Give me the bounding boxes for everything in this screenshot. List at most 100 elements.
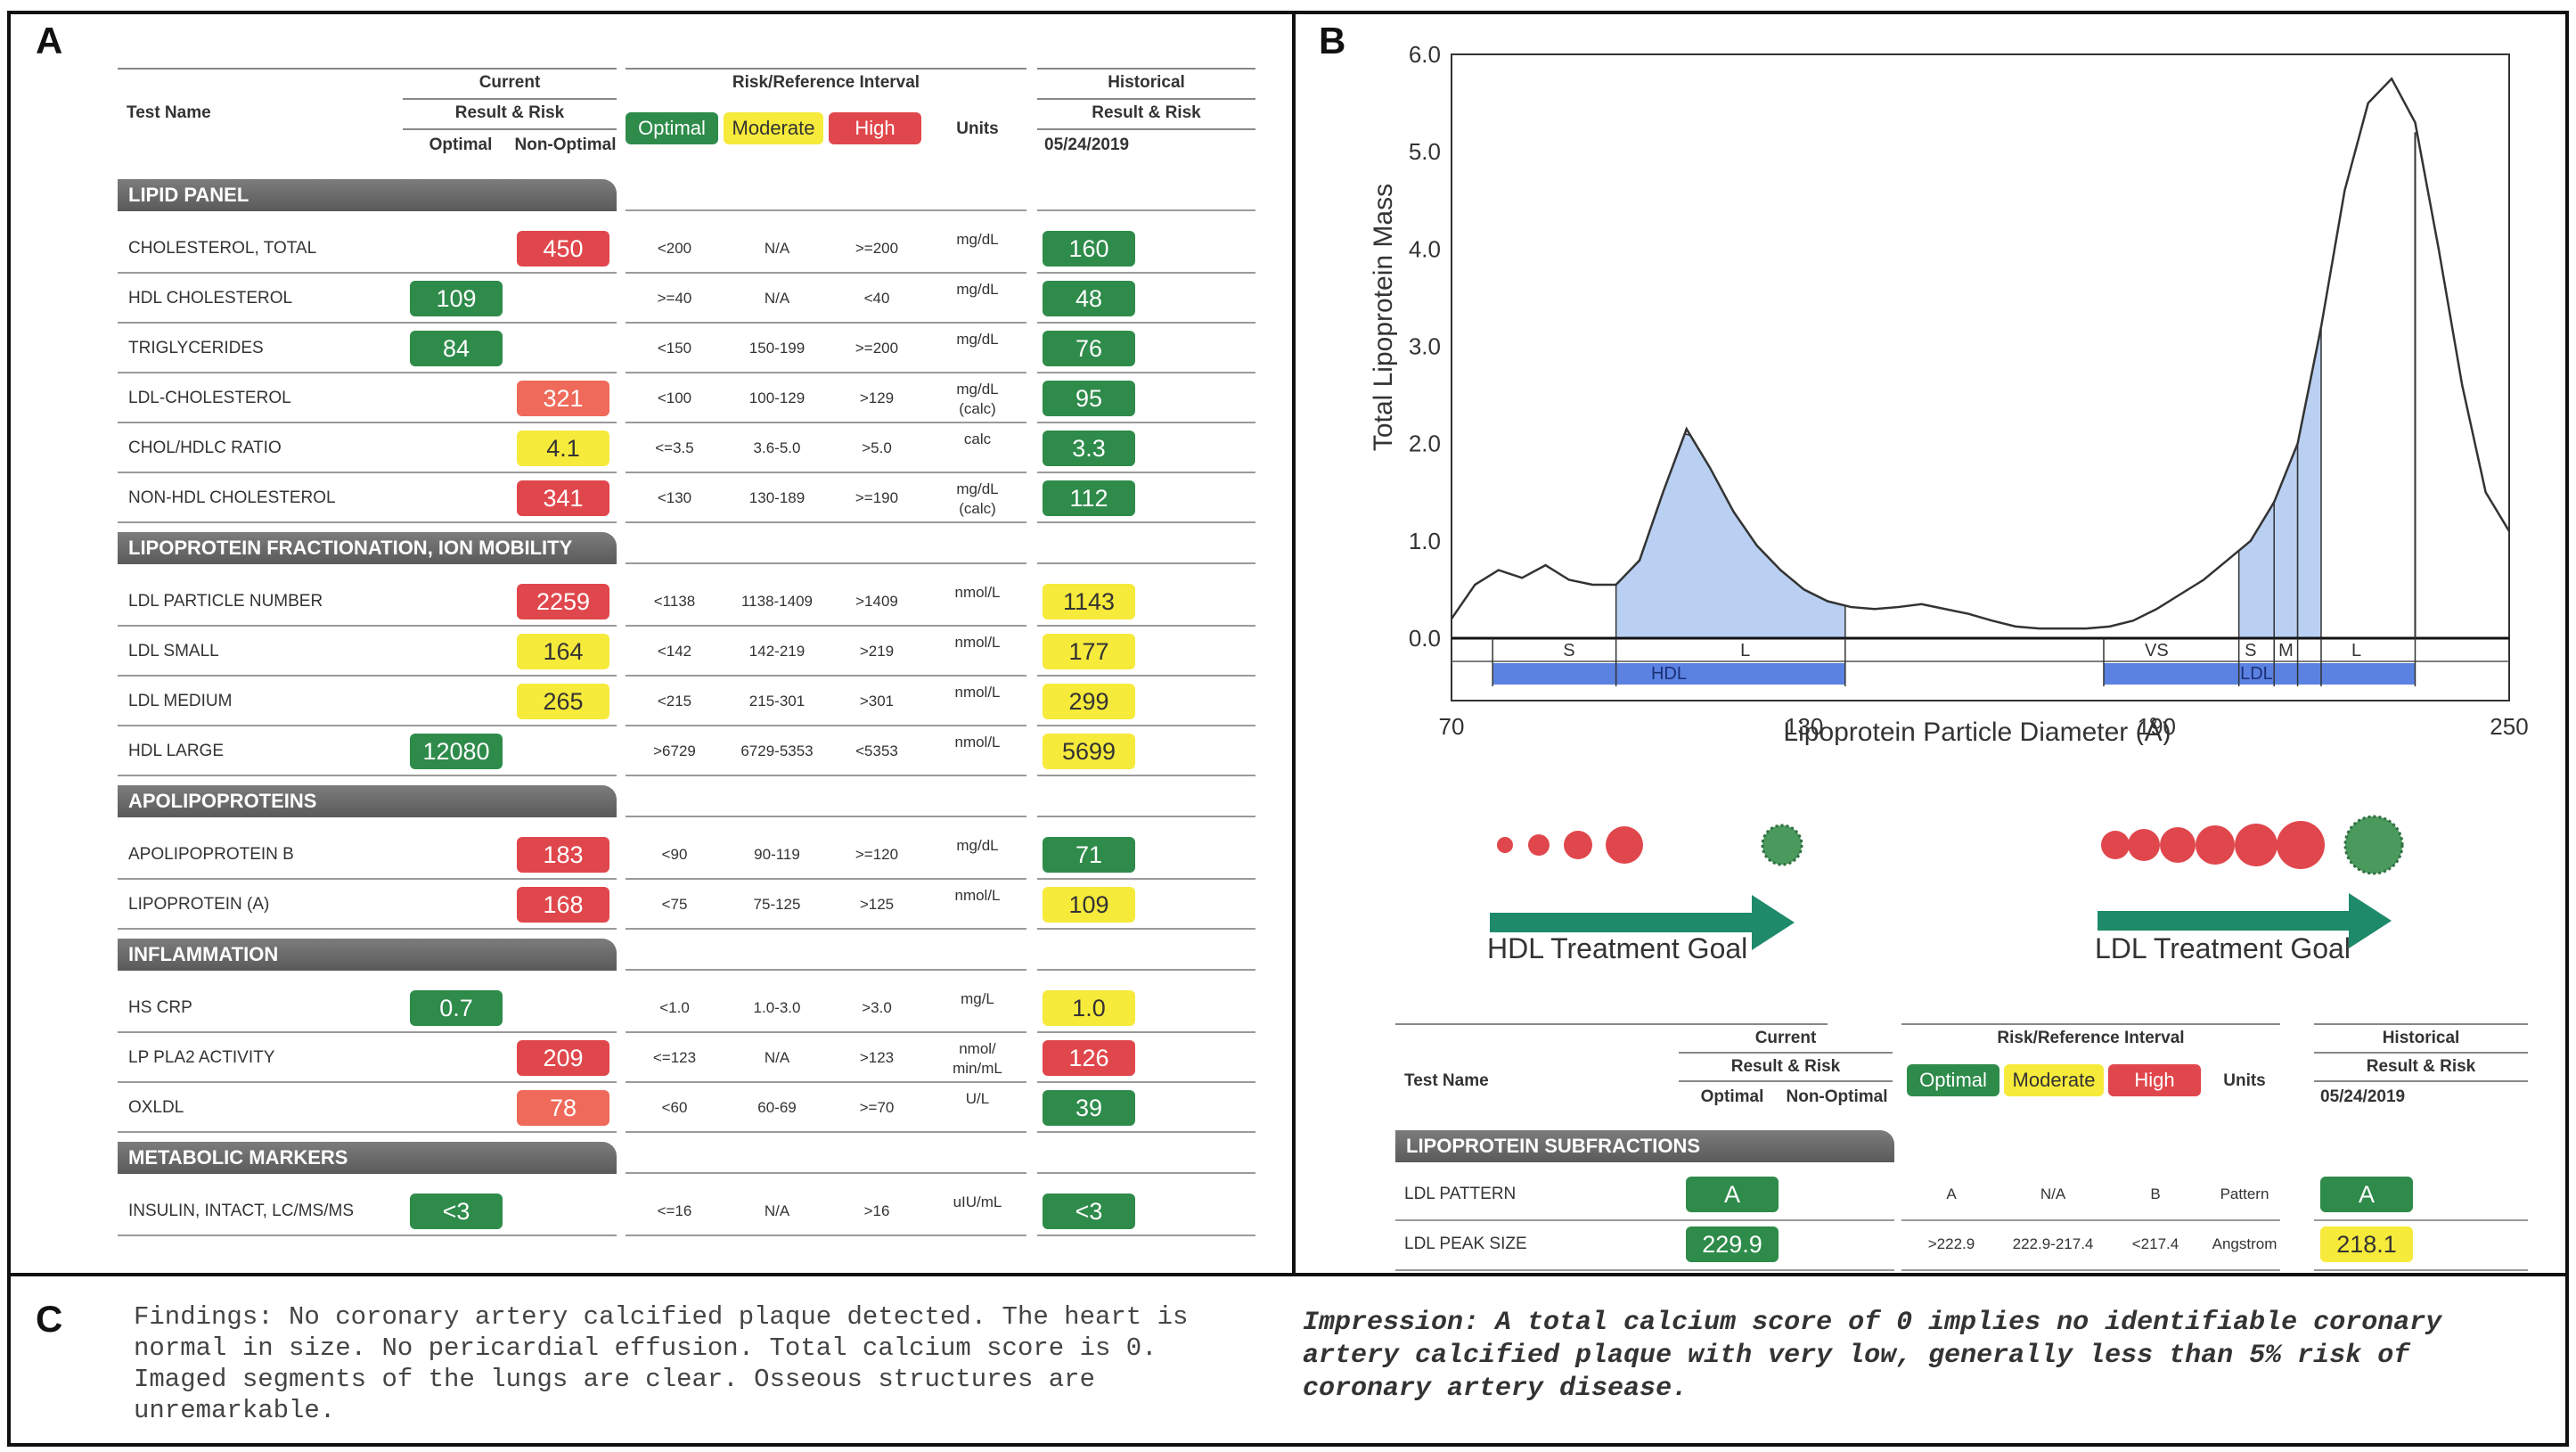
- legend-moderate: Moderate: [724, 112, 823, 144]
- range-optimal: <100: [657, 390, 692, 406]
- panel-label-b: B: [1319, 20, 1346, 62]
- header-rule: [1037, 98, 1255, 100]
- current-value-chip: 164: [517, 634, 609, 669]
- sub-current-value-chip: 229.9: [1686, 1226, 1779, 1262]
- row-rule: [626, 775, 1026, 776]
- current-value-chip: 84: [410, 331, 503, 366]
- units: mg/dL: [956, 331, 999, 348]
- range-optimal: <150: [657, 340, 692, 357]
- row-rule: [118, 878, 617, 880]
- row-rule: [1037, 322, 1255, 324]
- header-risk-interval: Risk/Reference Interval: [732, 73, 920, 92]
- test-name: LDL MEDIUM: [128, 692, 233, 710]
- row-rule: [1037, 422, 1255, 423]
- section-rule: [1037, 209, 1255, 211]
- sub-row-rule: [2314, 1269, 2528, 1271]
- historical-value-chip: 5699: [1043, 734, 1135, 769]
- sub-range-high: <217.4: [2131, 1235, 2179, 1252]
- ldl-particle: [2128, 829, 2160, 861]
- ldl-particle: [2277, 821, 2325, 869]
- sub-legend-moderate: Moderate: [2004, 1064, 2104, 1096]
- current-value-chip: 12080: [410, 734, 503, 769]
- sub-range-optimal: A: [1946, 1185, 1957, 1202]
- ldl-particle: [2196, 825, 2235, 865]
- band-label: L: [1740, 641, 1750, 660]
- row-rule: [118, 1081, 617, 1083]
- test-name: HDL LARGE: [128, 742, 224, 760]
- x-tick-label: 70: [1439, 713, 1465, 740]
- current-value-chip: 341: [517, 480, 609, 516]
- panel-b: B Total Lipoprotein Mass Lipoprotein Par…: [1292, 11, 2569, 1276]
- sub-header-hist-date: 05/24/2019: [2320, 1087, 2406, 1106]
- current-value-chip: 450: [517, 231, 609, 267]
- band-label: LDL: [2240, 664, 2273, 684]
- historical-value-chip: 76: [1043, 331, 1135, 366]
- range-optimal: <90: [661, 846, 688, 863]
- range-high: >5.0: [862, 439, 892, 456]
- row-rule: [1037, 272, 1255, 274]
- y-tick-label: 0.0: [1409, 625, 1441, 652]
- hdl-area: [1615, 432, 1846, 639]
- header-rule: [1037, 68, 1255, 70]
- units: calc: [963, 431, 992, 447]
- historical-value-chip: 160: [1043, 231, 1135, 267]
- header-rule: [1037, 128, 1255, 130]
- range-moderate: 142-219: [748, 643, 806, 660]
- section-rule: [626, 209, 1026, 211]
- ldl-subfraction-area: [2296, 326, 2322, 639]
- section-header-subfractions: LIPOPROTEIN SUBFRACTIONS: [1395, 1130, 1894, 1162]
- row-rule: [118, 272, 617, 274]
- row-rule: [1037, 521, 1255, 523]
- hdl-band: [1492, 663, 1845, 685]
- range-moderate: 6729-5353: [740, 742, 814, 759]
- sub-row-rule: [1395, 1219, 1894, 1221]
- row-rule: [118, 675, 617, 677]
- range-optimal: <=3.5: [655, 439, 694, 456]
- units: mg/dL (calc): [956, 480, 999, 517]
- row-rule: [118, 928, 617, 930]
- row-rule: [626, 372, 1026, 373]
- panel-label-a: A: [36, 20, 63, 62]
- sub-current-value-chip: A: [1686, 1177, 1779, 1212]
- band-label: S: [2245, 641, 2256, 660]
- test-name: OxLDL: [128, 1098, 184, 1117]
- historical-value-chip: 3.3: [1043, 431, 1135, 466]
- section-rule: [1037, 562, 1255, 564]
- test-name: LDL SMALL: [128, 642, 219, 660]
- range-high: >123: [859, 1049, 895, 1066]
- band-label: HDL: [1651, 664, 1687, 684]
- range-optimal: <130: [657, 489, 692, 506]
- range-moderate: N/A: [764, 240, 790, 257]
- header-non-optimal: Non-Optimal: [514, 135, 617, 154]
- range-moderate: 3.6-5.0: [753, 439, 801, 456]
- ldl-particle: [2235, 824, 2278, 866]
- header-rule: [403, 98, 617, 100]
- row-rule: [118, 775, 617, 776]
- sub-row-rule: [1901, 1219, 2280, 1221]
- sub-range-moderate: 222.9-217.4: [2012, 1235, 2094, 1252]
- row-rule: [118, 521, 617, 523]
- sub-header-hist-result: Result & Risk: [2366, 1057, 2476, 1076]
- range-optimal: <1.0: [659, 999, 690, 1016]
- x-tick-label: 190: [2138, 713, 2176, 740]
- row-rule: [118, 1235, 617, 1236]
- section-rule: [626, 562, 1026, 564]
- sub-header-rule: [1679, 1080, 1893, 1082]
- test-name: APOLIPOPROTEIN B: [128, 845, 294, 864]
- test-name: HS CRP: [128, 998, 192, 1017]
- row-rule: [626, 878, 1026, 880]
- y-tick-label: 6.0: [1409, 41, 1441, 68]
- range-high: >=200: [855, 240, 899, 257]
- range-moderate: 130-189: [748, 489, 806, 506]
- row-rule: [118, 472, 617, 473]
- panel-label-c: C: [36, 1298, 63, 1340]
- row-rule: [1037, 1235, 1255, 1236]
- units: nmol/L: [954, 584, 1001, 601]
- range-moderate: N/A: [764, 290, 790, 307]
- range-optimal: <=123: [652, 1049, 697, 1066]
- sub-legend-optimal: Optimal: [1907, 1064, 1999, 1096]
- test-name: INSULIN, INTACT, LC/MS/MS: [128, 1202, 355, 1220]
- range-moderate: 60-69: [757, 1099, 797, 1116]
- range-optimal: >6729: [653, 742, 696, 759]
- range-moderate: 100-129: [748, 390, 806, 406]
